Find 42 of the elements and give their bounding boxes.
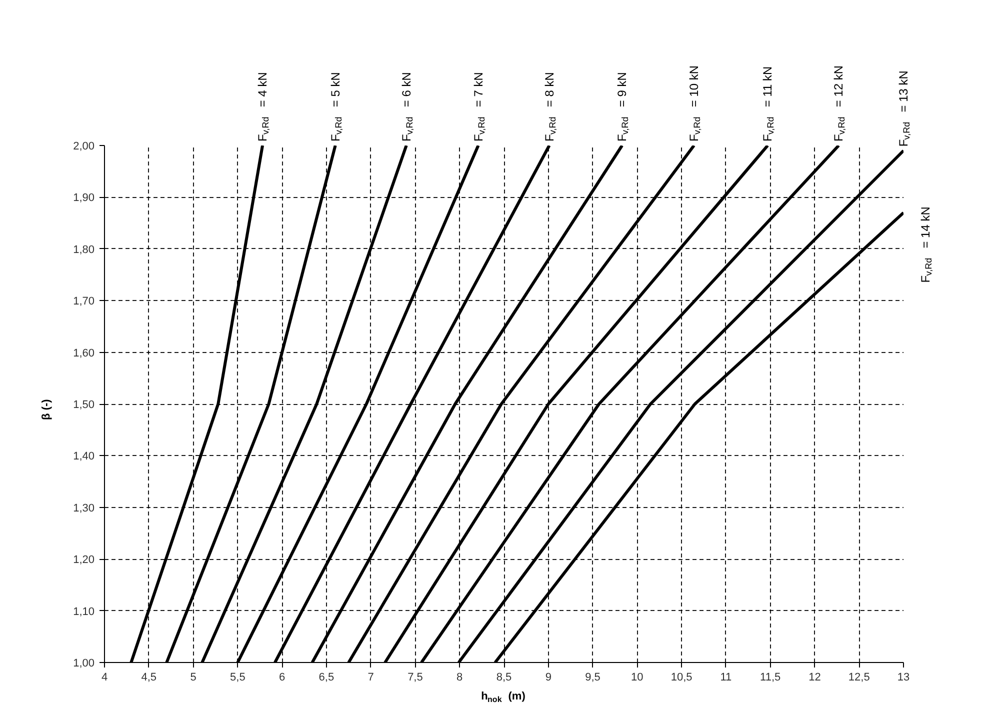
x-tick-label: 9 (545, 672, 552, 684)
x-tick-label: 4,5 (141, 672, 157, 684)
y-tick-label: 1,00 (73, 658, 95, 670)
y-tick-label: 1,50 (73, 399, 95, 411)
text: Fv,Rd = 12 kN (832, 65, 847, 142)
y-tick-label: 1,70 (73, 296, 95, 308)
y-tick-label: 1,30 (73, 502, 95, 514)
text: Fv,Rd = 13 kN (896, 70, 912, 147)
text: Fv,Rd = 10 kN (686, 65, 702, 142)
x-tick-label: 12,5 (848, 672, 870, 684)
text: Fv,Rd = 7 kN (471, 72, 486, 142)
x-tick-label: 10 (631, 672, 644, 684)
y-tick-label: 1,90 (73, 192, 95, 204)
x-tick-label: 4 (101, 672, 108, 684)
y-tick-label: 1,20 (73, 554, 95, 566)
text: Fv,Rd = 11 kN (760, 66, 776, 142)
x-tick-label: 9,5 (585, 672, 600, 684)
text: Fv,Rd = 4 kN (256, 72, 271, 142)
x-tick-label: 12 (808, 672, 821, 684)
x-tick-label: 6,5 (318, 672, 334, 684)
text: Fv,Rd = 14 kN (918, 206, 934, 283)
text: Fv,Rd = 5 kN (328, 72, 344, 142)
x-tick-label: 5 (190, 672, 196, 684)
x-tick-label: 8,5 (496, 672, 512, 684)
x-tick-label: 13 (897, 672, 910, 684)
x-tick-label: 10,5 (670, 672, 692, 684)
text: Fv,Rd = 8 kN (542, 72, 558, 142)
y-tick-label: 1,60 (73, 347, 95, 360)
x-tick-label: 11,5 (760, 672, 781, 684)
text: Fv,Rd = 9 kN (615, 72, 630, 142)
x-tick-label: 6 (278, 672, 286, 684)
y-tick-label: 1,40 (73, 450, 95, 463)
x-tick-label: 5,5 (230, 672, 246, 684)
y-axis-title: β (-) (40, 398, 52, 420)
x-tick-label: 11 (720, 672, 732, 684)
x-tick-label: 7 (368, 672, 374, 684)
y-tick-label: 2,00 (73, 140, 95, 152)
x-tick-label: 7,5 (408, 672, 423, 684)
x-tick-label: 8 (456, 672, 463, 684)
text: Fv,Rd = 6 kN (399, 72, 414, 142)
y-tick-label: 1,80 (73, 244, 95, 256)
y-tick-label: 1,10 (73, 606, 95, 618)
